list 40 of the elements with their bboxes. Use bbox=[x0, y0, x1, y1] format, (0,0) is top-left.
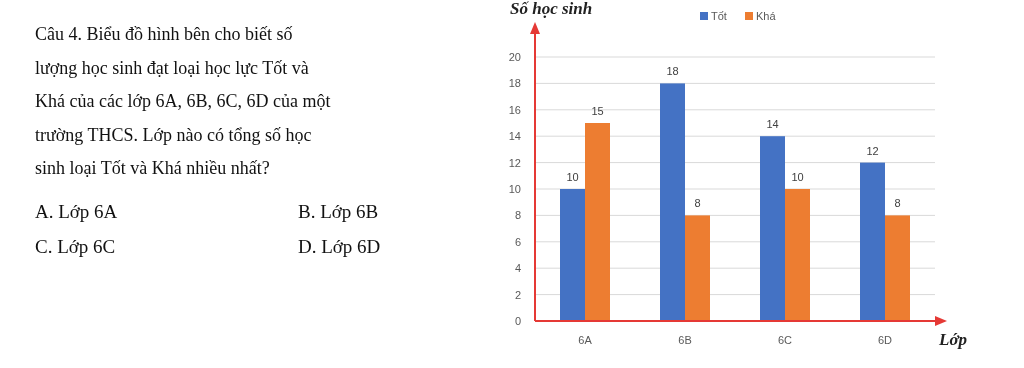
bar bbox=[860, 162, 885, 321]
legend-label: Khá bbox=[756, 10, 777, 22]
y-tick-label: 12 bbox=[508, 156, 521, 169]
y-tick-label: 8 bbox=[514, 209, 521, 222]
y-tick-label: 20 bbox=[508, 51, 521, 63]
bar bbox=[660, 83, 685, 321]
text: A. Lớp 6A bbox=[35, 201, 118, 222]
bar bbox=[760, 136, 785, 321]
y-axis-title: Số học sinh bbox=[510, 0, 593, 18]
data-label: 18 bbox=[666, 65, 679, 78]
data-label: 8 bbox=[894, 197, 901, 210]
y-tick-label: 18 bbox=[508, 77, 521, 90]
bar bbox=[885, 215, 910, 321]
text: Câu 4. Biểu đồ hình bên cho biết số lượng học sinh đạt loại học lực Tốt và Khá của các lớp 6A, 6B, 6C, 6D của một trường THCS. Lớp nào có tổng số học sinh loại Tốt và Khá nhiều nhất? bbox=[35, 24, 331, 178]
y-tick-label: 14 bbox=[508, 130, 521, 143]
text: C. Lớp 6C bbox=[35, 236, 116, 257]
x-tick-label: 6B bbox=[678, 334, 692, 346]
x-tick-label: 6A bbox=[578, 334, 593, 346]
text: D. Lớp 6D bbox=[298, 236, 381, 257]
y-tick-label: 4 bbox=[514, 262, 521, 275]
y-tick-label: 2 bbox=[514, 288, 521, 301]
bar bbox=[785, 189, 810, 321]
y-tick-label: 10 bbox=[508, 183, 521, 195]
x-tick-label: 6D bbox=[877, 334, 893, 346]
x-tick-label: 6C bbox=[777, 334, 793, 346]
data-label: 10 bbox=[566, 171, 579, 183]
text: B. Lớp 6B bbox=[298, 201, 379, 222]
y-tick-label: 0 bbox=[514, 315, 521, 327]
data-label: 12 bbox=[866, 144, 879, 157]
x-axis-title: Lớp bbox=[938, 330, 968, 349]
data-label: 8 bbox=[694, 197, 701, 210]
bar bbox=[560, 189, 585, 321]
data-label: 15 bbox=[591, 105, 604, 117]
legend-label: Tốt bbox=[711, 10, 727, 22]
data-label: 10 bbox=[791, 171, 804, 183]
y-tick-label: 16 bbox=[508, 103, 521, 116]
data-label: 14 bbox=[766, 118, 779, 131]
bar bbox=[585, 123, 610, 321]
y-tick-label: 6 bbox=[514, 235, 521, 248]
bar bbox=[685, 215, 710, 321]
